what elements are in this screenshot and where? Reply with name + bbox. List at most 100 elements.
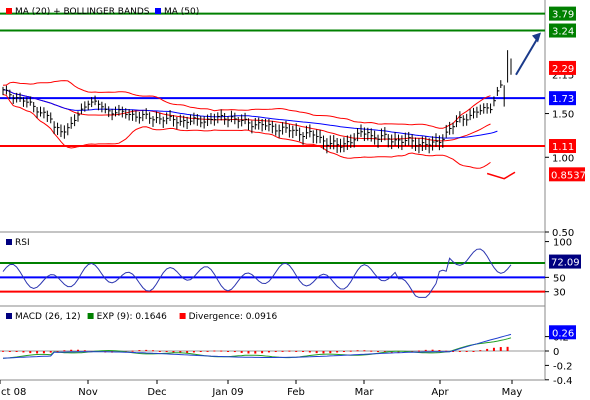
divergence-bar: [199, 351, 202, 352]
macd-tick-label: -0.4: [553, 376, 573, 387]
trend-arrow: [515, 32, 541, 76]
price-badge-2.15: 2.15: [552, 71, 574, 82]
divergence-bar: [383, 351, 386, 353]
macd-tick-label: 0: [553, 347, 559, 358]
divergence-bar: [29, 351, 32, 354]
divergence-bar: [377, 351, 380, 352]
divergence-bar: [506, 346, 509, 351]
divergence-bar: [220, 350, 223, 352]
rsi-legend-label: RSI: [15, 238, 30, 248]
divergence-bar: [254, 351, 257, 354]
divergence-bar: [152, 350, 155, 352]
rsi-badge-bg: [549, 254, 581, 269]
x-tick-label: Mar: [355, 387, 375, 398]
divergence-bar: [165, 351, 168, 352]
rsi-tick-label: 50: [553, 273, 566, 284]
price-tick-label: 1.50: [552, 110, 574, 121]
divergence-bar: [247, 351, 250, 354]
divergence-bar: [15, 351, 18, 352]
legend-swatch: [6, 8, 12, 14]
divergence-bar: [42, 351, 45, 354]
divergence-bar: [145, 349, 148, 351]
level-badge-3.24: 3.24: [552, 27, 574, 38]
x-axis-ticks: ct 08 Nov Dec Jan 09 Feb Mar Apr May: [0, 380, 522, 398]
divergence-bar: [83, 350, 86, 352]
divergence-bar: [22, 351, 25, 353]
divergence-bar: [472, 351, 475, 352]
level-badge-1.73: 1.73: [552, 94, 574, 105]
divergence-bar: [206, 350, 209, 352]
divergence-bar: [458, 351, 461, 352]
divergence-bar: [186, 351, 189, 354]
divergence-bar: [397, 351, 400, 353]
level-badge-1.11-bg: [549, 139, 576, 154]
divergence-bar: [288, 350, 291, 352]
price-badges: 3.79 3.24 1.73 1.11 2.152.29 0.8537: [549, 6, 586, 182]
divergence-bar: [227, 351, 230, 352]
rsi-legend-swatch: [6, 239, 12, 245]
price-panel: [0, 0, 545, 232]
divergence-bar: [370, 350, 373, 352]
divergence-bar: [2, 350, 4, 352]
bollinger-lower-tail: [486, 171, 516, 180]
divergence-bar: [63, 350, 66, 352]
price-badge-2.29: 2.29: [552, 64, 574, 75]
divergence-bar: [349, 350, 352, 352]
macd-badge-bg: [549, 325, 576, 340]
price-legend: MA (20) + BOLLINGER BANDS MA (50): [6, 7, 199, 17]
x-tick-label: ct 08: [1, 387, 26, 398]
divergence-bar: [261, 351, 264, 354]
price-tick-label: 0.50: [552, 228, 574, 239]
divergence-bar: [274, 351, 277, 352]
macd-legend-swatch: [179, 313, 186, 319]
divergence-bar: [329, 351, 332, 354]
rsi-tick-label: 100: [553, 238, 572, 249]
divergence-bar: [363, 350, 366, 352]
x-tick-label: Feb: [287, 387, 305, 398]
x-tick-label: Apr: [431, 387, 449, 398]
legend-swatch: [155, 8, 161, 14]
price-badge-bg: [549, 167, 585, 182]
legend-label: MA (20) + BOLLINGER BANDS: [15, 7, 150, 17]
divergence-bar: [70, 349, 73, 351]
price-badge-0.8537: 0.8537: [551, 170, 586, 181]
macd-tick-label: -0.2: [553, 361, 573, 372]
x-tick-label: Dec: [147, 387, 166, 398]
exp-line: [2, 337, 512, 359]
macd-legend-label: MACD (26, 12): [15, 312, 81, 322]
divergence-bar: [302, 351, 305, 352]
ma50-line: [2, 89, 498, 139]
rsi-badge: 72.09: [551, 258, 580, 269]
divergence-bar: [77, 349, 80, 351]
divergence-bar: [138, 350, 141, 352]
ma50-series: [2, 89, 498, 139]
divergence-bar: [158, 350, 161, 352]
divergence-bar: [36, 351, 39, 354]
price-tick-label: 1.00: [552, 153, 574, 164]
macd-legend-label: EXP (9): 0.1646: [97, 312, 168, 322]
bollinger-upper-line: [2, 80, 491, 129]
divergence-bar: [56, 351, 59, 352]
divergence-bar: [295, 350, 298, 352]
level-badge-3.79-bg: [549, 6, 576, 21]
macd-legend-label: Divergence: 0.0916: [189, 312, 278, 322]
price-badge-2.29-bg: [549, 60, 576, 75]
level-badge-1.73-bg: [549, 91, 576, 106]
trend-arrow-line: [515, 37, 539, 76]
divergence-bar: [322, 351, 325, 354]
divergence-bar: [213, 350, 216, 352]
divergence-bar: [49, 351, 52, 353]
rsi-tick-label: 30: [553, 288, 566, 299]
level-badge-3.24-bg: [549, 23, 576, 38]
divergence-bar: [342, 351, 345, 352]
level-badge-1.11: 1.11: [552, 142, 574, 153]
divergence-bar: [424, 349, 427, 351]
divergence-bar: [417, 350, 420, 352]
divergence-bar: [308, 351, 311, 353]
divergence-bar: [315, 351, 318, 354]
divergence-bar: [179, 351, 182, 354]
x-tick-label: Nov: [78, 387, 98, 398]
divergence-bar: [356, 350, 359, 352]
